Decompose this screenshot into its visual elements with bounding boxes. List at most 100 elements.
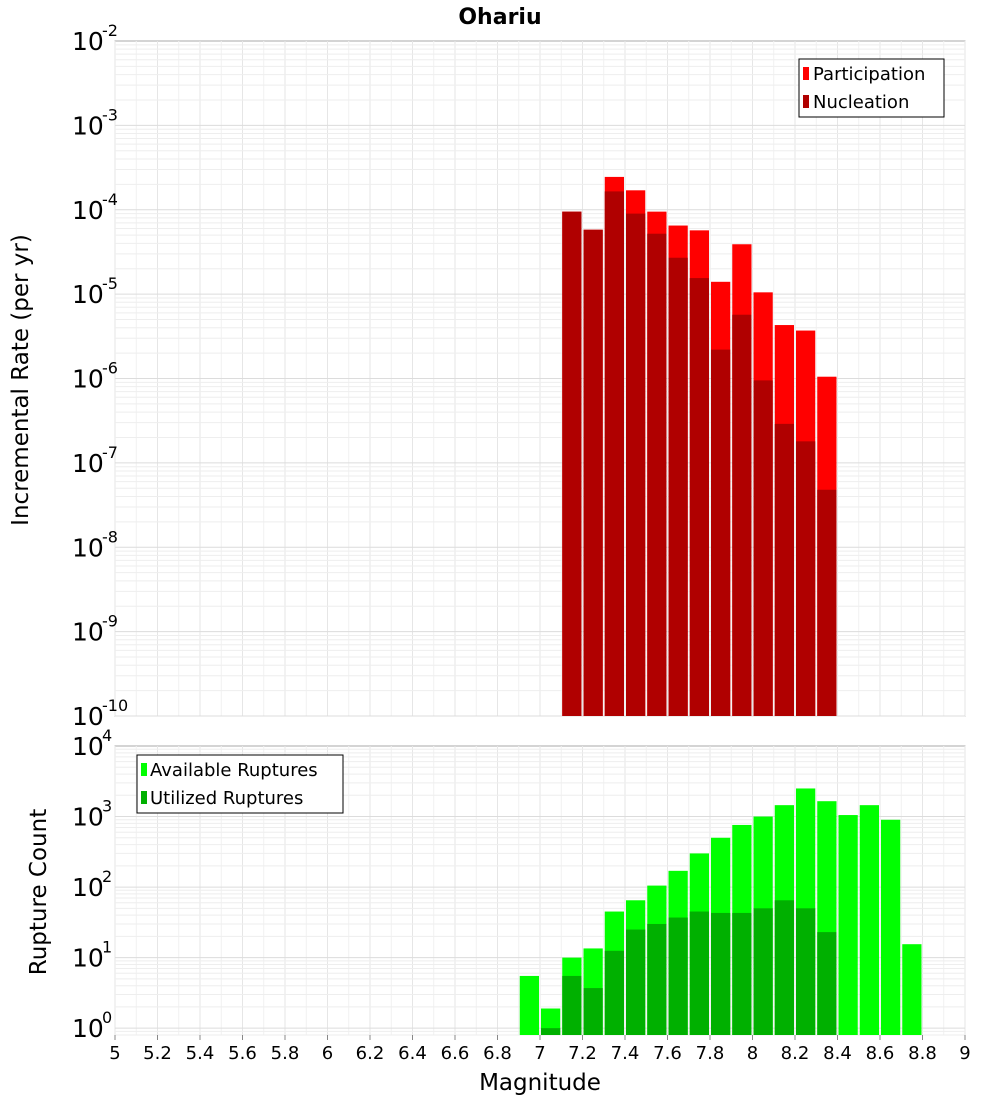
bar-available-ruptures — [838, 815, 858, 1035]
x-tick-label: 5.2 — [143, 1043, 172, 1064]
legend-swatch-nucleation — [803, 95, 809, 108]
bar-utilized-ruptures — [796, 908, 816, 1035]
bar-utilized-ruptures — [626, 929, 646, 1035]
bottom-y-tick-exponent: 2 — [102, 867, 112, 886]
top-y-tick-label: 10 — [72, 27, 104, 56]
bottom-y-tick-exponent: 1 — [102, 938, 112, 957]
bar-utilized-ruptures — [774, 900, 794, 1035]
bar-available-ruptures — [519, 975, 539, 1035]
bottom-y-tick-label: 10 — [72, 1014, 104, 1043]
bottom-y-tick-exponent: 3 — [102, 797, 112, 816]
legend-label-participation: Participation — [813, 64, 925, 85]
top-y-tick-label: 10 — [72, 365, 104, 394]
top-y-tick-exponent: -5 — [102, 274, 118, 293]
bar-nucleation — [583, 229, 603, 716]
top-grid — [114, 41, 966, 717]
top-y-tick-label: 10 — [72, 702, 104, 731]
bar-nucleation — [711, 349, 731, 716]
bar-nucleation — [626, 213, 646, 717]
top-y-tick-label: 10 — [72, 196, 104, 225]
top-y-tick-exponent: -8 — [102, 527, 118, 546]
top-y-tick-label: 10 — [72, 533, 104, 562]
bar-nucleation — [796, 441, 816, 716]
x-tick-label: 7.4 — [611, 1043, 640, 1064]
top-y-tick-label: 10 — [72, 449, 104, 478]
top-y-tick-label: 10 — [72, 280, 104, 309]
bar-nucleation — [732, 314, 752, 716]
bar-nucleation — [774, 423, 794, 716]
top-y-tick-exponent: -3 — [102, 105, 118, 124]
x-tick-label: 7 — [534, 1043, 545, 1064]
legend-label-nucleation: Nucleation — [813, 92, 909, 113]
top-y-tick-exponent: -9 — [102, 612, 118, 631]
x-tick-label: 7.2 — [568, 1043, 597, 1064]
x-axis-label: Magnitude — [479, 1070, 601, 1096]
x-tick-label: 5.8 — [271, 1043, 300, 1064]
legend-swatch-utilized — [141, 791, 147, 804]
bottom-y-tick-exponent: 4 — [102, 726, 112, 745]
bar-available-ruptures — [902, 944, 922, 1035]
bar-nucleation — [562, 211, 582, 716]
bottom-y-tick-exponent: 0 — [102, 1008, 112, 1027]
x-tick-label: 8.2 — [781, 1043, 810, 1064]
bar-utilized-ruptures — [647, 923, 667, 1035]
chart-title: Ohariu — [458, 5, 541, 30]
top-y-tick-exponent: -4 — [102, 190, 118, 209]
bar-utilized-ruptures — [711, 912, 731, 1035]
bar-utilized-ruptures — [583, 988, 603, 1035]
bottom-y-axis-label: Rupture Count — [26, 809, 52, 975]
x-tick-label: 6.8 — [483, 1043, 512, 1064]
bar-utilized-ruptures — [689, 911, 709, 1035]
bar-nucleation — [753, 380, 773, 716]
top-y-tick-exponent: -10 — [102, 696, 128, 715]
legend-swatch-available — [141, 763, 147, 776]
bar-nucleation — [668, 257, 688, 716]
x-tick-label: 9 — [959, 1043, 970, 1064]
x-tick-label: 8.8 — [908, 1043, 937, 1064]
bottom-legend: Available Ruptures Utilized Ruptures — [136, 754, 344, 814]
bar-utilized-ruptures — [668, 917, 688, 1035]
x-tick-label: 6.4 — [398, 1043, 427, 1064]
top-y-axis-label: Incremental Rate (per yr) — [8, 234, 34, 526]
top-y-tick-exponent: -2 — [102, 21, 118, 40]
top-y-tick-exponent: -7 — [102, 443, 118, 462]
bar-utilized-ruptures — [732, 912, 752, 1035]
x-tick-label: 7.8 — [696, 1043, 725, 1064]
bar-utilized-ruptures — [562, 975, 582, 1035]
bottom-legend-box — [136, 754, 344, 814]
bar-available-ruptures — [881, 819, 901, 1035]
top-bars — [562, 176, 837, 717]
x-tick-label: 6.6 — [441, 1043, 470, 1064]
bottom-y-tick-label: 10 — [72, 944, 104, 973]
bottom-bars — [519, 788, 922, 1035]
legend-label-utilized: Utilized Ruptures — [150, 788, 303, 809]
bar-nucleation — [604, 191, 624, 716]
x-tick-label: 7.6 — [653, 1043, 682, 1064]
top-y-tick-label: 10 — [72, 618, 104, 647]
x-tick-label: 8.6 — [866, 1043, 895, 1064]
bar-utilized-ruptures — [604, 950, 624, 1035]
x-tick-label: 8 — [747, 1043, 758, 1064]
bottom-y-tick-label: 10 — [72, 803, 104, 832]
bar-nucleation — [689, 278, 709, 716]
x-tick-label: 5.4 — [186, 1043, 215, 1064]
x-tick-label: 5 — [109, 1043, 120, 1064]
bar-utilized-ruptures — [817, 932, 837, 1035]
x-ticks: 5 5.2 5.4 5.6 5.8 6 6.2 6.4 6.6 6.8 7 7.2 7.4 7.6 7.8 8… — [109, 1035, 971, 1064]
bottom-y-tick-label: 10 — [72, 873, 104, 902]
legend-label-available: Available Ruptures — [150, 760, 318, 781]
x-tick-label: 5.6 — [228, 1043, 257, 1064]
bar-available-ruptures — [859, 805, 879, 1035]
x-tick-label: 8.4 — [823, 1043, 852, 1064]
bar-nucleation — [647, 233, 667, 716]
bar-utilized-ruptures — [541, 1028, 561, 1035]
top-legend: Participation Nucleation — [798, 58, 945, 118]
x-tick-label: 6 — [322, 1043, 333, 1064]
x-tick-label: 6.2 — [356, 1043, 385, 1064]
top-legend-box — [798, 58, 945, 118]
